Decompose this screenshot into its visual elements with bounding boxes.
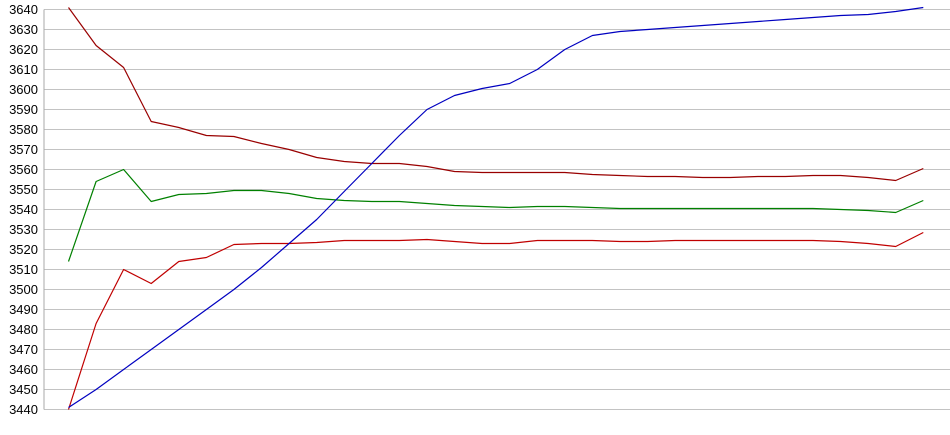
y-axis-labels: 3640 3630 3620 3610 3600 3590 3580 3570 3560 3550…	[9, 2, 38, 417]
y-tick-label: 3460	[9, 362, 38, 377]
y-tick-label: 3590	[9, 102, 38, 117]
y-tick-label: 3500	[9, 282, 38, 297]
y-tick-label: 3530	[9, 222, 38, 237]
series-green-line	[67, 168, 924, 262]
y-tick-label: 3620	[9, 42, 38, 57]
y-tick-label: 3570	[9, 142, 38, 157]
y-tick-label: 3630	[9, 22, 38, 37]
y-tick-label: 3480	[9, 322, 38, 337]
y-tick-label: 3510	[9, 262, 38, 277]
y-tick-label: 3520	[9, 242, 38, 257]
series-red-line	[67, 231, 924, 410]
y-tick-label: 3470	[9, 342, 38, 357]
y-tick-label: 3540	[9, 202, 38, 217]
y-tick-label: 3600	[9, 82, 38, 97]
y-tick-label: 3550	[9, 182, 38, 197]
y-tick-label: 3640	[9, 2, 38, 17]
y-tick-label: 3490	[9, 302, 38, 317]
y-tick-label: 3450	[9, 382, 38, 397]
gridlines	[44, 9, 950, 410]
y-tick-label: 3440	[9, 402, 38, 417]
series-dark-red-line	[68, 7, 924, 182]
series-blue-line	[68, 6, 924, 409]
y-tick-label: 3610	[9, 62, 38, 77]
y-tick-label: 3560	[9, 162, 38, 177]
y-tick-label: 3580	[9, 122, 38, 137]
